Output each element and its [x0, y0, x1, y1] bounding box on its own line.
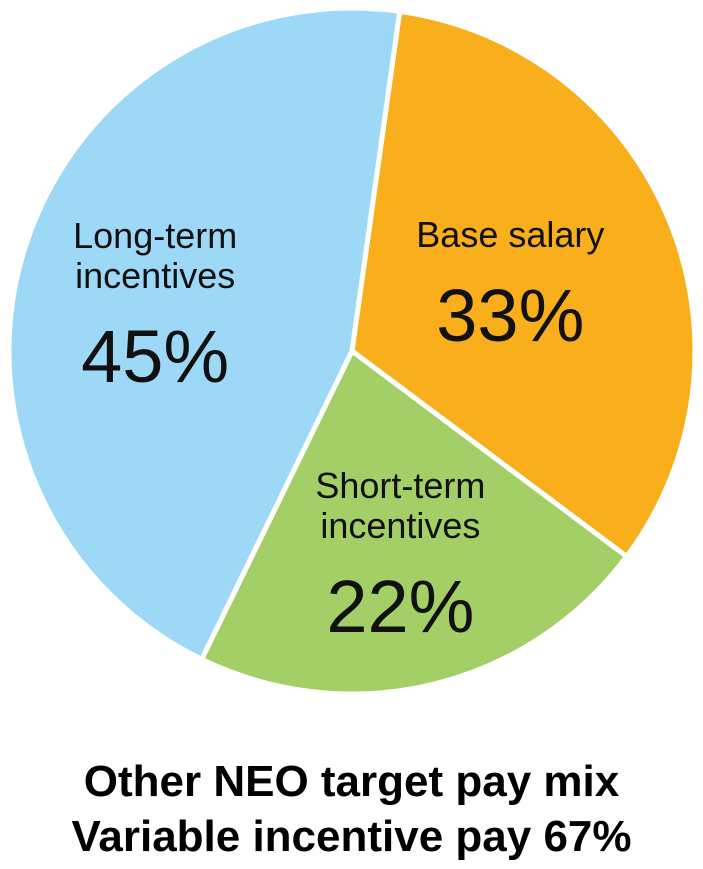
slice-label-1-line-1: incentives: [320, 505, 480, 546]
slice-value-0: 33%: [436, 274, 584, 357]
slice-value-1: 22%: [326, 565, 474, 648]
chart-subtitle: Variable incentive pay 67%: [71, 812, 632, 861]
pie-slice-2: [6, 5, 403, 662]
pie-slice-0: [349, 8, 698, 559]
slice-label-2-line-0: Long-term: [73, 215, 237, 256]
chart-title: Other NEO target pay mix: [83, 757, 620, 806]
pie-slice-1: [199, 348, 630, 697]
pie-chart: Base salary33%Short-termincentives22%Lon…: [6, 5, 698, 697]
slice-label-1-line-0: Short-term: [315, 465, 485, 506]
slice-label-0-line-0: Base salary: [416, 214, 604, 255]
slice-label-2-line-1: incentives: [75, 255, 235, 296]
slice-value-2: 45%: [81, 315, 229, 398]
